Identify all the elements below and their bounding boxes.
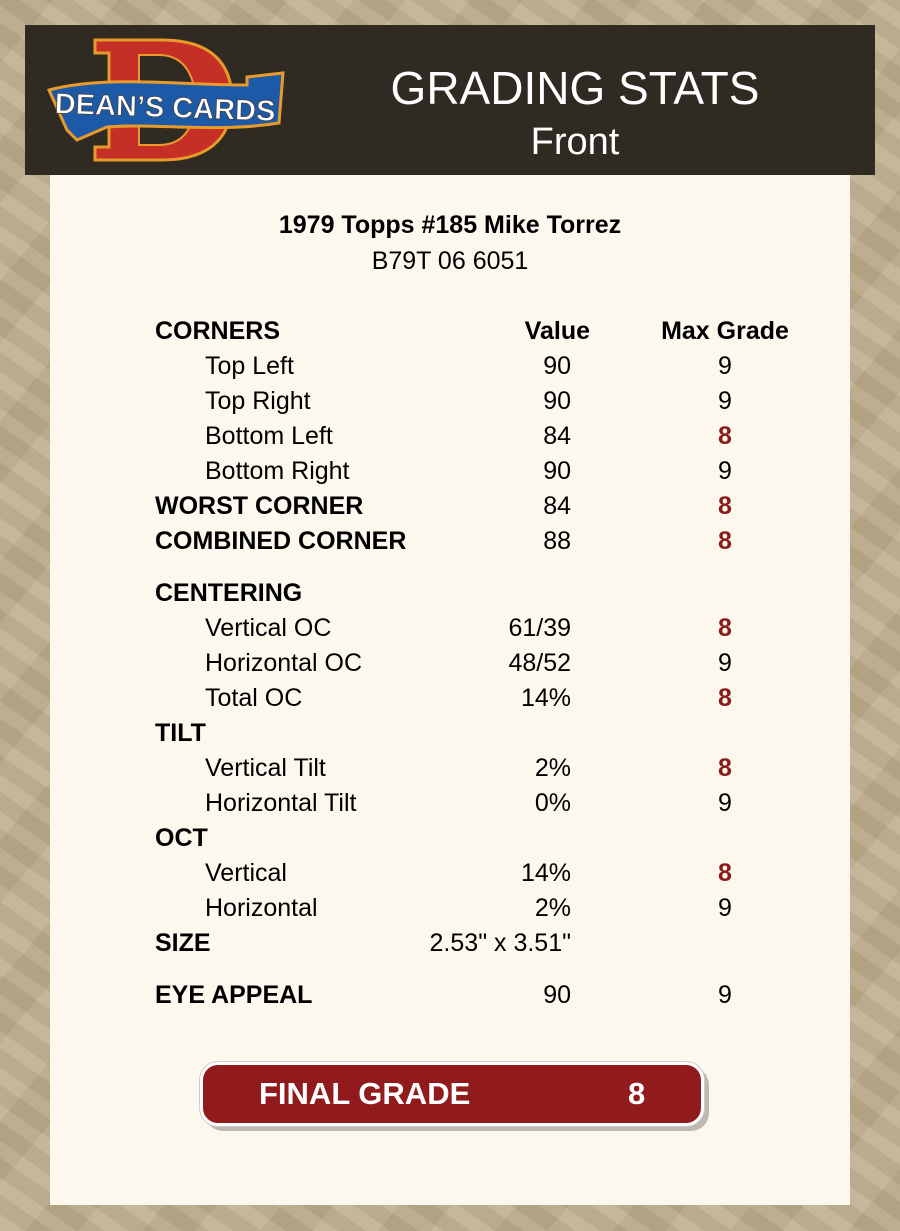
- row-label: Vertical Tilt: [205, 754, 326, 782]
- page-subtitle: Front: [530, 121, 620, 163]
- column-header-max-grade: Max Grade: [661, 317, 789, 345]
- row-label: OCT: [155, 824, 208, 852]
- row-max-grade: 9: [718, 352, 732, 380]
- column-header-value: Value: [524, 317, 590, 345]
- row-label: Top Right: [205, 387, 311, 415]
- card-name: 1979 Topps #185 Mike Torrez: [278, 211, 622, 239]
- section-row: COMBINED CORNER 88 8: [50, 524, 850, 559]
- cert-number: B79T 06 6051: [371, 247, 529, 275]
- table-row: Vertical 14% 8: [50, 856, 850, 891]
- row-value: 14%: [520, 859, 571, 887]
- row-value: 90: [543, 352, 571, 380]
- table-row: Top Right 90 9: [50, 384, 850, 419]
- row-label: Vertical OC: [205, 614, 332, 642]
- table-row: Bottom Left 84 8: [50, 419, 850, 454]
- row-value: 14%: [520, 684, 571, 712]
- section-row: CORNERS Value Max Grade: [50, 314, 850, 349]
- row-max-grade: 9: [718, 981, 732, 1009]
- row-label: Top Left: [205, 352, 294, 380]
- row-max-grade: 9: [718, 789, 732, 817]
- row-value: 61/39: [508, 614, 571, 642]
- section-row: OCT: [50, 821, 850, 856]
- section-row: EYE APPEAL 90 9: [50, 978, 850, 1013]
- table-row: Horizontal Tilt 0% 9: [50, 786, 850, 821]
- row-label: CORNERS: [155, 317, 281, 345]
- row-value: 90: [543, 981, 571, 1009]
- final-grade-badge: FINAL GRADE 8: [200, 1062, 704, 1126]
- page-title: GRADING STATS: [390, 62, 760, 114]
- section-row: CENTERING: [50, 576, 850, 611]
- row-label: EYE APPEAL: [155, 981, 313, 1009]
- deans-cards-logo: DEAN’S CARDS: [47, 38, 285, 162]
- svg-text:DEAN’S CARDS: DEAN’S CARDS: [54, 88, 276, 128]
- row-label: Bottom Right: [205, 457, 350, 485]
- row-value: 2.53" x 3.51": [429, 929, 571, 957]
- row-value: 0%: [534, 789, 571, 817]
- row-value: 84: [543, 492, 571, 520]
- table-row: Vertical OC 61/39 8: [50, 611, 850, 646]
- row-max-grade: 8: [718, 492, 732, 520]
- row-max-grade: 9: [718, 649, 732, 677]
- table-row: Horizontal 2% 9: [50, 891, 850, 926]
- row-label: Vertical: [205, 859, 287, 887]
- final-grade-label: FINAL GRADE: [259, 1076, 471, 1111]
- section-row: WORST CORNER 84 8: [50, 489, 850, 524]
- row-label: Horizontal OC: [205, 649, 362, 677]
- row-max-grade: 9: [718, 894, 732, 922]
- row-max-grade: 8: [718, 614, 732, 642]
- row-label: Total OC: [205, 684, 303, 712]
- final-grade-value: 8: [628, 1076, 646, 1111]
- row-max-grade: 8: [718, 684, 732, 712]
- row-label: Horizontal Tilt: [205, 789, 357, 817]
- row-max-grade: 8: [718, 754, 732, 782]
- row-label: SIZE: [155, 929, 211, 957]
- table-row: Vertical Tilt 2% 8: [50, 751, 850, 786]
- row-max-grade: 8: [718, 422, 732, 450]
- row-label: WORST CORNER: [155, 492, 364, 520]
- row-max-grade: 8: [718, 859, 732, 887]
- row-label: Horizontal: [205, 894, 318, 922]
- row-value: 2%: [534, 894, 571, 922]
- row-max-grade: 8: [718, 527, 732, 555]
- row-value: 90: [543, 387, 571, 415]
- row-value: 84: [543, 422, 571, 450]
- section-row: SIZE 2.53" x 3.51": [50, 926, 850, 961]
- section-row: TILT: [50, 716, 850, 751]
- row-max-grade: 9: [718, 387, 732, 415]
- table-row: Horizontal OC 48/52 9: [50, 646, 850, 681]
- row-value: 48/52: [508, 649, 571, 677]
- table-row: Top Left 90 9: [50, 349, 850, 384]
- row-label: COMBINED CORNER: [155, 527, 407, 555]
- row-label: TILT: [155, 719, 206, 747]
- row-value: 88: [543, 527, 571, 555]
- table-row: Bottom Right 90 9: [50, 454, 850, 489]
- row-value: 2%: [534, 754, 571, 782]
- row-value: 90: [543, 457, 571, 485]
- header: DEAN’S CARDS GRADING STATS Front: [25, 25, 875, 175]
- row-label: CENTERING: [155, 579, 303, 607]
- row-max-grade: 9: [718, 457, 732, 485]
- table-row: Total OC 14% 8: [50, 681, 850, 716]
- grading-table: CORNERS Value Max Grade Top Left 90 9 Top Righ…: [50, 314, 850, 1013]
- stats-panel: 1979 Topps #185 Mike Torrez B79T 06 6051…: [50, 175, 850, 1205]
- row-label: Bottom Left: [205, 422, 333, 450]
